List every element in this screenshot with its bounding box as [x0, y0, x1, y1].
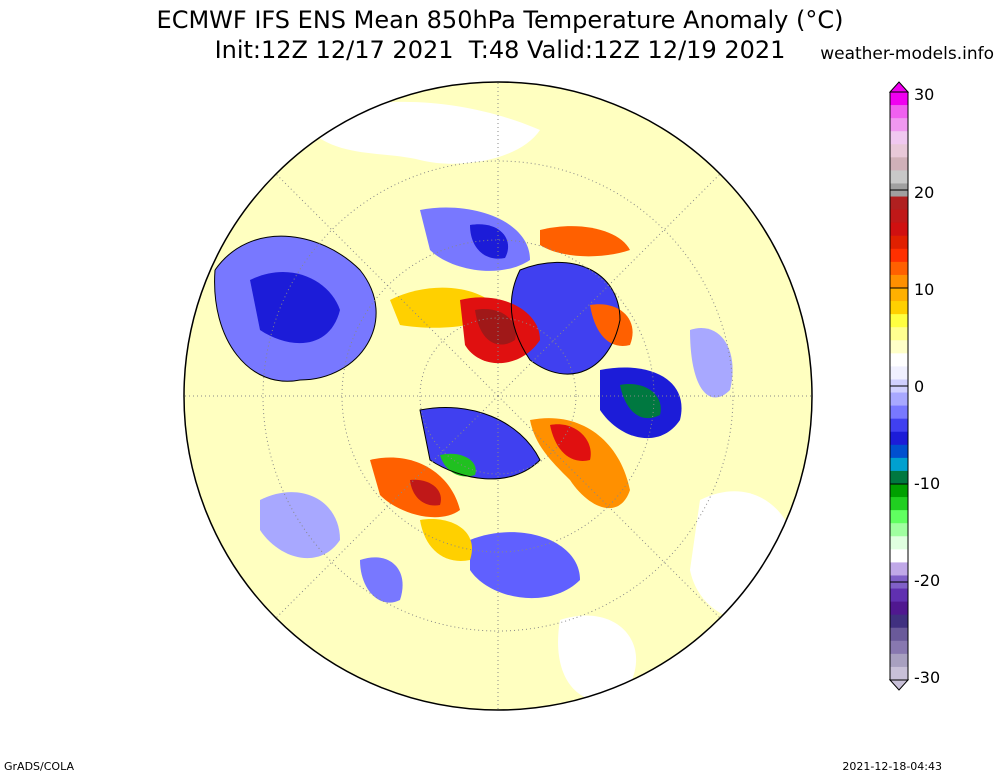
colorbar-segment [890, 196, 908, 211]
cold-anomaly-core [620, 384, 661, 419]
colorbar-segment [890, 288, 908, 302]
colorbar-segment [890, 353, 908, 367]
warm-anomaly-canada [540, 226, 630, 257]
neutral-region [558, 615, 637, 702]
chart-title: ECMWF IFS ENS Mean 850hPa Temperature An… [156, 6, 844, 34]
colorbar-tick-label: 20 [914, 183, 934, 202]
colorbar-segment [890, 523, 908, 537]
neutral-region [300, 101, 540, 164]
chart-subtitle: Init:12Z 12/17 2021 T:48 Valid:12Z 12/19… [214, 36, 786, 64]
map-background [184, 82, 812, 710]
colorbar-segment [890, 157, 908, 171]
cold-anomaly-core [440, 453, 476, 477]
colorbar-segment [890, 510, 908, 524]
colorbar-tick-label: 10 [914, 280, 934, 299]
colorbar-segment [890, 588, 908, 603]
polar-map [184, 82, 812, 710]
cold-anomaly-core [250, 271, 340, 344]
colorbar-segment [890, 274, 908, 289]
colorbar-segment [890, 144, 908, 158]
colorbar-max-triangle [888, 81, 910, 93]
source-label: weather-models.info [820, 44, 994, 64]
colorbar-segment [890, 92, 908, 106]
colorbar-tick-label: 0 [914, 377, 924, 396]
colorbar-segment [890, 627, 908, 642]
colorbar-segment [890, 653, 908, 668]
colorbar-segment [890, 261, 908, 276]
colorbar-segment [890, 209, 908, 224]
cold-anomaly-canada [511, 262, 620, 375]
colorbar-labels: 30 20 10 0 -10 -20 -30 [914, 85, 940, 687]
colorbar-segment [890, 131, 908, 145]
latitude-circle [419, 317, 577, 475]
colorbar-segment [890, 614, 908, 629]
colorbar-segment [890, 118, 908, 132]
colorbar-segment [890, 366, 908, 380]
colorbar-segment [890, 536, 908, 550]
cold-anomaly-core [470, 224, 509, 259]
colorbar-segment [890, 418, 908, 433]
colorbar-segment [890, 444, 908, 459]
colorbar-tick-label: 30 [914, 85, 934, 104]
colorbar-segment [890, 549, 908, 563]
colorbar-segment [890, 340, 908, 354]
map-border [183, 81, 813, 711]
colorbar-segment [890, 640, 908, 655]
colorbar-segment [890, 105, 908, 119]
generation-timestamp: 2021-12-18-04:43 [842, 760, 942, 773]
warm-anomaly-core [550, 424, 591, 461]
colorbar-segment [890, 405, 908, 420]
colorbar-segment [890, 170, 908, 184]
colorbar-segment [890, 562, 908, 576]
colorbar [888, 81, 910, 691]
warm-anomaly-minor [590, 304, 633, 346]
warm-anomaly-minor [420, 519, 472, 561]
colorbar-segment [890, 484, 908, 498]
software-credit: GrADS/COLA [4, 760, 74, 773]
colorbar-segment [890, 248, 908, 263]
colorbar-min-triangle [888, 679, 910, 691]
zero-contour [214, 235, 377, 382]
colorbar-segment [890, 470, 908, 485]
cold-anomaly-minor [260, 492, 340, 559]
colorbar-segment [890, 235, 908, 250]
colorbar-tick-label: -30 [914, 668, 940, 687]
warm-anomaly-core [410, 479, 441, 506]
zero-contour [419, 406, 541, 480]
colorbar-segment [890, 601, 908, 616]
colorbar-segment [890, 314, 908, 328]
colorbar-segment [890, 497, 908, 511]
colorbar-segment [890, 222, 908, 237]
cold-anomaly-minor [360, 557, 403, 603]
colorbar-segment [890, 457, 908, 472]
colorbar-segment [890, 301, 908, 315]
meridians [184, 82, 812, 710]
colorbar-segment [890, 431, 908, 446]
colorbar-tick-label: -20 [914, 571, 940, 590]
colorbar-segment [890, 392, 908, 407]
colorbar-tick-label: -10 [914, 474, 940, 493]
colorbar-segment [890, 327, 908, 341]
latitude-circle [262, 160, 734, 632]
colorbar-segment [890, 666, 908, 681]
cold-anomaly-minor [690, 328, 733, 398]
warm-anomaly-core [475, 309, 516, 345]
